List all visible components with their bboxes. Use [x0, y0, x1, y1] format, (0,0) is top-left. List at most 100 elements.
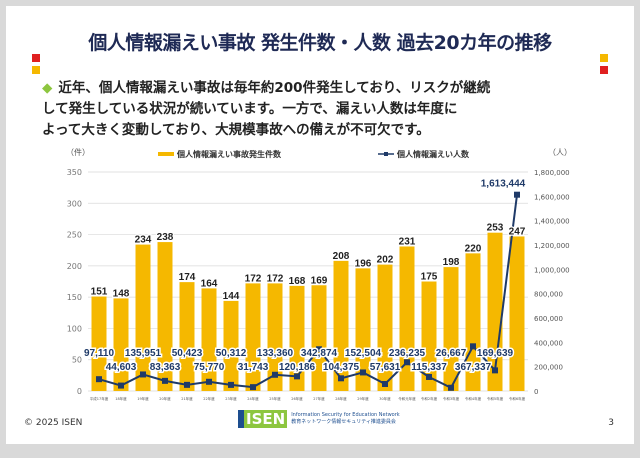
right-tick-label: 400,000	[534, 339, 563, 347]
page-number: 3	[608, 418, 614, 428]
line-point	[294, 373, 300, 380]
line-value-label: 50,423	[172, 348, 203, 359]
right-axis-unit: （人）	[548, 148, 572, 157]
line-point	[360, 369, 366, 376]
bar	[399, 246, 415, 391]
logo-text: Information Security for Education Netwo…	[291, 412, 399, 426]
x-tick-label: 平成17年度	[90, 396, 109, 401]
bar-value-label: 198	[443, 257, 460, 268]
line-value-label: 31,743	[238, 362, 269, 373]
line-value-label: 133,360	[257, 348, 294, 359]
left-tick-label: 250	[67, 231, 82, 240]
line-series	[98, 194, 518, 390]
x-tick-label: 27年度	[313, 396, 325, 401]
bar-value-label: 172	[245, 273, 262, 284]
bullet-body: 近年、個人情報漏えい事故は毎年約200件発生しており、リスクが継続 して発生して…	[42, 80, 491, 138]
legend-line-label: 個人情報漏えい人数	[396, 149, 470, 159]
bar-value-label: 144	[223, 291, 240, 302]
bar	[223, 300, 239, 391]
bar	[245, 283, 261, 391]
line-point	[470, 343, 476, 350]
bar	[135, 244, 151, 391]
right-tick-label: 1,200,000	[534, 242, 570, 250]
right-tick-label: 1,000,000	[534, 266, 570, 274]
x-tick-label: 令和3年度	[443, 396, 460, 401]
bar	[443, 267, 459, 391]
x-tick-label: 19年度	[137, 396, 149, 401]
x-tick-label: 29年度	[357, 396, 369, 401]
bar-value-label: 202	[377, 255, 394, 266]
x-tick-label: 20年度	[159, 396, 171, 401]
x-tick-label: 令和2年度	[421, 396, 438, 401]
x-tick-label: 21年度	[181, 396, 193, 401]
line-point	[382, 380, 388, 387]
bar	[355, 268, 371, 391]
x-tick-label: 28年度	[335, 396, 347, 401]
deco-red-left	[32, 54, 40, 62]
bar-value-label: 168	[289, 276, 306, 287]
line-point	[162, 377, 168, 384]
bar	[377, 264, 393, 391]
bar	[465, 253, 481, 391]
right-tick-label: 800,000	[534, 291, 563, 299]
bar	[289, 285, 305, 391]
line-value-label: 115,337	[411, 362, 447, 373]
left-tick-label: 200	[67, 262, 82, 271]
x-tick-label: 令和元年度	[398, 396, 416, 401]
line-point	[404, 359, 410, 366]
right-tick-label: 1,400,000	[534, 218, 570, 226]
bar-value-label: 174	[179, 272, 196, 283]
bar	[179, 282, 195, 391]
x-tick-label: 25年度	[269, 396, 281, 401]
bar-value-label: 247	[509, 226, 526, 237]
line-point	[206, 378, 212, 385]
line-value-label: 135,951	[125, 348, 162, 359]
line-point	[316, 346, 322, 353]
bar-value-label: 220	[465, 243, 482, 254]
line-point	[426, 373, 432, 380]
line-point	[272, 371, 278, 378]
bar-value-label: 231	[399, 236, 416, 247]
bar	[509, 236, 525, 391]
legend-line-marker	[384, 152, 388, 156]
bar	[113, 298, 129, 391]
deco-yellow-left	[32, 66, 40, 74]
x-tick-label: 26年度	[291, 396, 303, 401]
left-tick-label: 350	[67, 168, 82, 177]
x-tick-label: 22年度	[203, 396, 215, 401]
line-value-label: 97,110	[84, 348, 114, 359]
line-value-label: 75,770	[194, 362, 225, 373]
left-tick-label: 100	[67, 324, 82, 333]
bar-value-label: 175	[421, 272, 438, 283]
line-point	[250, 384, 256, 391]
left-tick-label: 50	[72, 356, 82, 365]
logo-en: Information Security for Education Netwo…	[291, 412, 400, 418]
left-tick-label: 300	[67, 199, 82, 208]
x-tick-label: 23年度	[225, 396, 237, 401]
line-value-label: 169,639	[477, 348, 514, 359]
line-value-label: 1,613,444	[481, 179, 526, 190]
bar	[333, 260, 349, 391]
bar	[267, 283, 283, 391]
left-tick-label: 0	[77, 387, 82, 396]
line-point	[228, 381, 234, 388]
line-value-label: 26,667	[436, 348, 467, 359]
line-point	[96, 376, 102, 383]
line-value-label: 120,186	[279, 362, 316, 373]
bar-value-label: 238	[157, 232, 174, 243]
deco-red-right	[600, 66, 608, 74]
copyright: © 2025 ISEN	[24, 418, 83, 428]
line-value-label: 57,631	[370, 362, 401, 373]
x-tick-label: 18年度	[115, 396, 127, 401]
left-axis-unit: （件）	[66, 147, 90, 157]
line-point	[184, 381, 190, 388]
logo-jp: 教育ネットワーク情報セキュリティ推進委員会	[291, 419, 396, 425]
bar	[91, 296, 107, 391]
right-tick-label: 1,600,000	[534, 193, 570, 201]
x-tick-label: 30年度	[379, 396, 391, 401]
bar-value-label: 196	[355, 258, 372, 269]
bar-value-label: 169	[311, 275, 328, 286]
x-tick-label: 令和5年度	[487, 396, 504, 401]
diamond-bullet-icon: ◆	[42, 80, 53, 96]
